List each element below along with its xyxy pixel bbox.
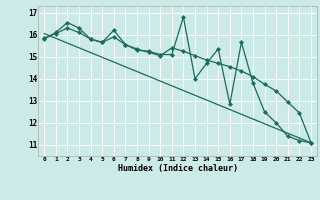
X-axis label: Humidex (Indice chaleur): Humidex (Indice chaleur) — [118, 164, 238, 173]
